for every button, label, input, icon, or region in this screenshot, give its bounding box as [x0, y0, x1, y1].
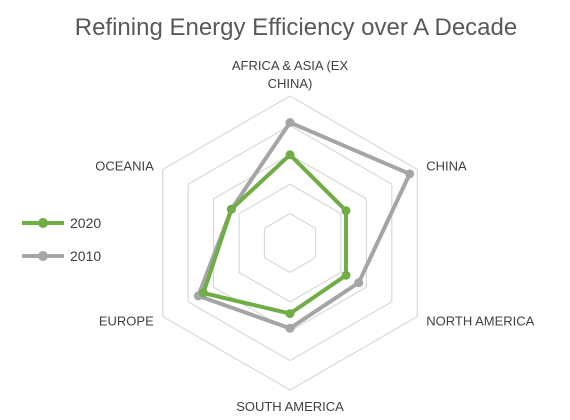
axis-label-0: AFRICA & ASIA (EX CHINA): [232, 58, 349, 91]
legend-swatch-marker: [38, 251, 48, 261]
data-point-2010-2: [354, 278, 364, 288]
legend-label: 2010: [70, 248, 101, 264]
data-point-2020-4: [198, 288, 208, 298]
grid-ring-3: [213, 154, 367, 332]
data-point-2020-1: [341, 206, 351, 216]
axis-label-5: OCEANIA: [95, 159, 154, 174]
data-point-2020-3: [285, 309, 295, 319]
axis-label-1: CHINA: [426, 159, 467, 174]
data-point-2010-0: [285, 118, 295, 127]
data-point-2020-2: [341, 270, 351, 280]
legend-swatch-marker: [38, 218, 48, 228]
legend-item-2020: 2020: [22, 215, 101, 231]
series-layer: [193, 118, 415, 333]
axis-label-3: SOUTH AMERICA: [236, 399, 344, 414]
grid-ring-4: [187, 124, 393, 362]
axis-label-4: EUROPE: [99, 314, 154, 329]
grid-ring-5: [162, 95, 418, 391]
data-point-2010-3: [285, 323, 295, 333]
axis-label-2: NORTH AMERICA: [426, 314, 534, 329]
axis-labels: AFRICA & ASIA (EX CHINA) CHINA NORTH AMERIC…: [95, 58, 534, 414]
data-point-2010-1: [405, 169, 415, 179]
legend-item-2010: 2010: [22, 248, 101, 264]
legend: 2020 2010: [22, 215, 101, 264]
series-2020: [198, 150, 351, 319]
series-line-2020: [201, 152, 348, 316]
grid-ring-2: [238, 183, 342, 303]
chart-title: Refining Energy Efficiency over A Decade: [75, 14, 517, 41]
data-point-2020-0: [285, 150, 295, 160]
legend-label: 2020: [70, 215, 101, 231]
grid-ring-1: [263, 212, 317, 274]
data-point-2020-5: [226, 204, 236, 214]
